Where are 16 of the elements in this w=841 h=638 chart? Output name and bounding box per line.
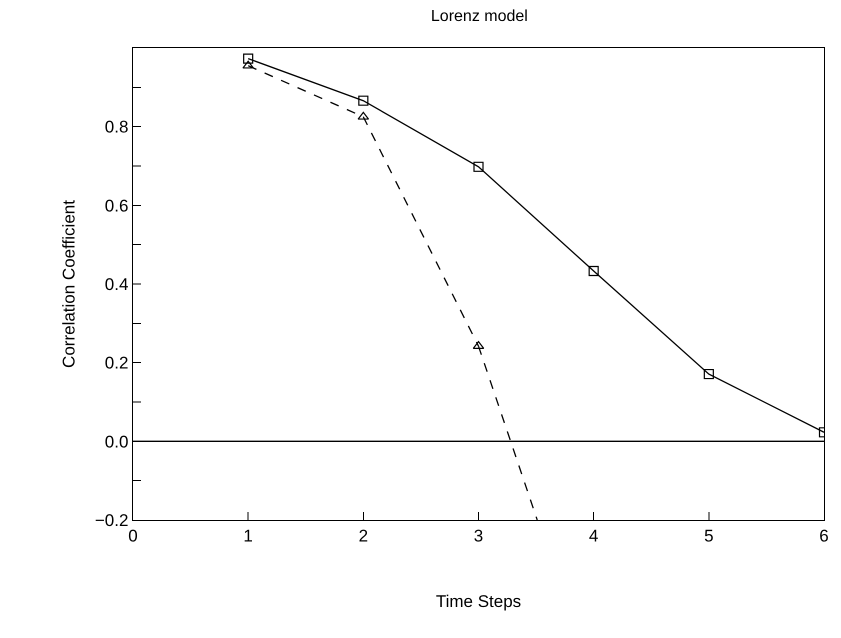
y-tick-label: 0.8 [104, 118, 128, 137]
y-tick-label: −0.2 [94, 510, 128, 530]
y-tick-label: 0.4 [104, 274, 128, 294]
chart-title: Lorenz model [430, 8, 528, 25]
y-tick-label: 0.6 [104, 196, 128, 216]
x-tick-label: 5 [704, 526, 714, 546]
x-tick-label: 1 [243, 526, 253, 546]
x-tick-label: 0 [128, 526, 138, 546]
x-tick-label: 6 [819, 526, 829, 546]
x-axis-title: Time Steps [436, 592, 522, 611]
x-tick-label: 4 [588, 526, 598, 546]
x-tick-label: 3 [474, 526, 484, 546]
y-tick-label: 0.2 [104, 354, 128, 373]
y-axis-title: Correlation Coefficient [59, 200, 78, 368]
x-tick-label: 2 [358, 526, 368, 546]
y-tick-label: 0.0 [104, 432, 128, 452]
